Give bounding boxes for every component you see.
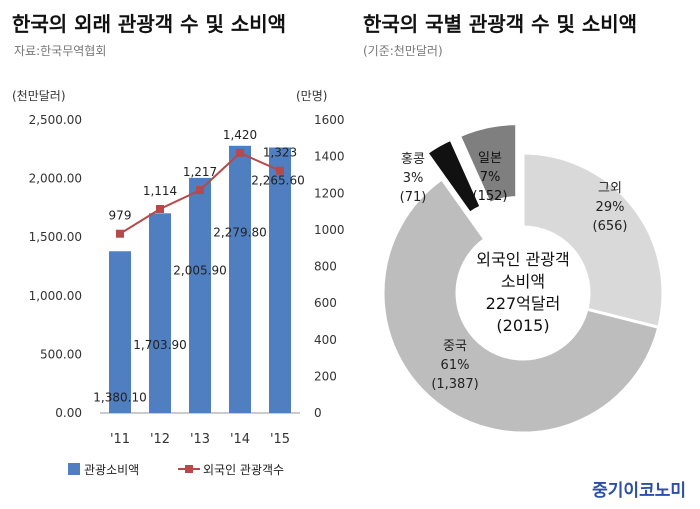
donut-slice	[424, 137, 484, 216]
bar-value-label: 2,279.80	[213, 226, 266, 240]
slice-percent: 3%	[403, 171, 424, 186]
bar	[109, 251, 131, 413]
bar-value-label: 2,005.90	[173, 263, 226, 277]
x-tick-label: '11	[110, 432, 130, 447]
legend-label-bar: 관광소비액	[84, 463, 139, 477]
y-tick-label-left: 1,000.00	[29, 289, 82, 303]
y-axis-left-unit: (천만달러)	[12, 88, 66, 103]
x-tick-label: '15	[270, 432, 290, 447]
bar-value-label: 2,265.60	[251, 174, 304, 188]
y-tick-label-left: 2,500.00	[29, 113, 82, 127]
slice-value: (71)	[400, 190, 427, 205]
x-tick-label: '14	[230, 432, 250, 447]
bar-value-label: 1,380.10	[93, 391, 146, 405]
line-point	[156, 204, 164, 213]
y-tick-label-left: 2,000.00	[29, 172, 82, 186]
donut-center-label: 227억달러	[486, 294, 561, 313]
line-value-label: 1,217	[183, 165, 217, 179]
y-axis-right-unit: (만명)	[296, 89, 327, 103]
y-tick-label-right: 800	[314, 260, 337, 274]
legend-label-line: 외국인 관광객수	[203, 463, 284, 477]
line-value-label: 979	[109, 209, 132, 223]
y-tick-label-left: 500.00	[40, 347, 82, 361]
slice-label: 그외 29% (656)	[593, 181, 628, 234]
donut-slice	[521, 151, 665, 330]
y-tick-label-right: 1200	[314, 186, 345, 200]
line-point	[116, 229, 124, 238]
legend-marker-line	[185, 465, 193, 473]
y-tick-label-right: 0	[314, 406, 322, 420]
slice-name: 홍콩	[401, 152, 425, 167]
donut-center-label: 외국인 관광객	[476, 250, 569, 269]
bar	[149, 213, 171, 413]
right-chart-basis: (기준:천만달러)	[363, 44, 443, 58]
slice-label: 일본 7% (152)	[473, 151, 508, 204]
y-tick-label-right: 400	[314, 333, 337, 347]
line-point	[236, 148, 244, 157]
bar-value-label: 1,703.90	[133, 338, 186, 352]
y-tick-label-right: 1400	[314, 150, 345, 164]
line-point	[276, 166, 284, 175]
y-tick-label-left: 0.00	[55, 406, 82, 420]
x-tick-label: '12	[150, 432, 170, 447]
slice-value: (1,387)	[431, 377, 478, 392]
slice-percent: 61%	[441, 358, 470, 373]
donut-slice	[457, 122, 519, 206]
y-tick-label-right: 200	[314, 369, 337, 383]
donut-chart: 그외 29% (656) 중국 61% (1,387) 홍콩 3% (71) 일본 7% (152) 외…	[381, 122, 665, 435]
line-value-label: 1,114	[143, 184, 177, 198]
left-chart-title: 한국의 외래 관광객 수 및 소비액	[12, 12, 287, 36]
bar	[269, 147, 291, 413]
donut-center-label: 소비액	[501, 272, 545, 291]
slice-name: 일본	[478, 151, 502, 166]
slice-percent: 29%	[596, 200, 625, 215]
slice-label: 중국 61% (1,387)	[431, 339, 478, 392]
slice-value: (152)	[473, 189, 508, 204]
slice-name: 그외	[598, 181, 622, 196]
y-tick-label-right: 600	[314, 296, 337, 310]
bar	[189, 177, 211, 413]
bar	[229, 145, 251, 413]
slice-percent: 7%	[480, 170, 501, 185]
brand-logo: 중기이코노미	[592, 481, 686, 501]
slice-name: 중국	[443, 339, 467, 354]
legend-swatch-bar	[68, 463, 80, 475]
y-tick-label-right: 1600	[314, 113, 345, 127]
line-value-label: 1,323	[263, 146, 297, 160]
slice-label: 홍콩 3% (71)	[400, 152, 427, 205]
combo-bar-line-chart: (천만달러) (만명) 0.00 500.00 1,000.00 1,500.00 2,00…	[12, 88, 345, 477]
y-tick-label-right: 1000	[314, 223, 345, 237]
x-tick-label: '13	[190, 432, 210, 447]
donut-slice	[381, 176, 661, 435]
line-value-label: 1,420	[223, 128, 257, 142]
donut-center-label: (2015)	[496, 316, 549, 335]
line-point	[196, 186, 204, 195]
right-chart-title: 한국의 국별 관광객 수 및 소비액	[363, 12, 638, 36]
y-tick-label-left: 1,500.00	[29, 230, 82, 244]
left-chart-source: 자료:한국무역협회	[14, 44, 107, 58]
slice-value: (656)	[593, 219, 628, 234]
